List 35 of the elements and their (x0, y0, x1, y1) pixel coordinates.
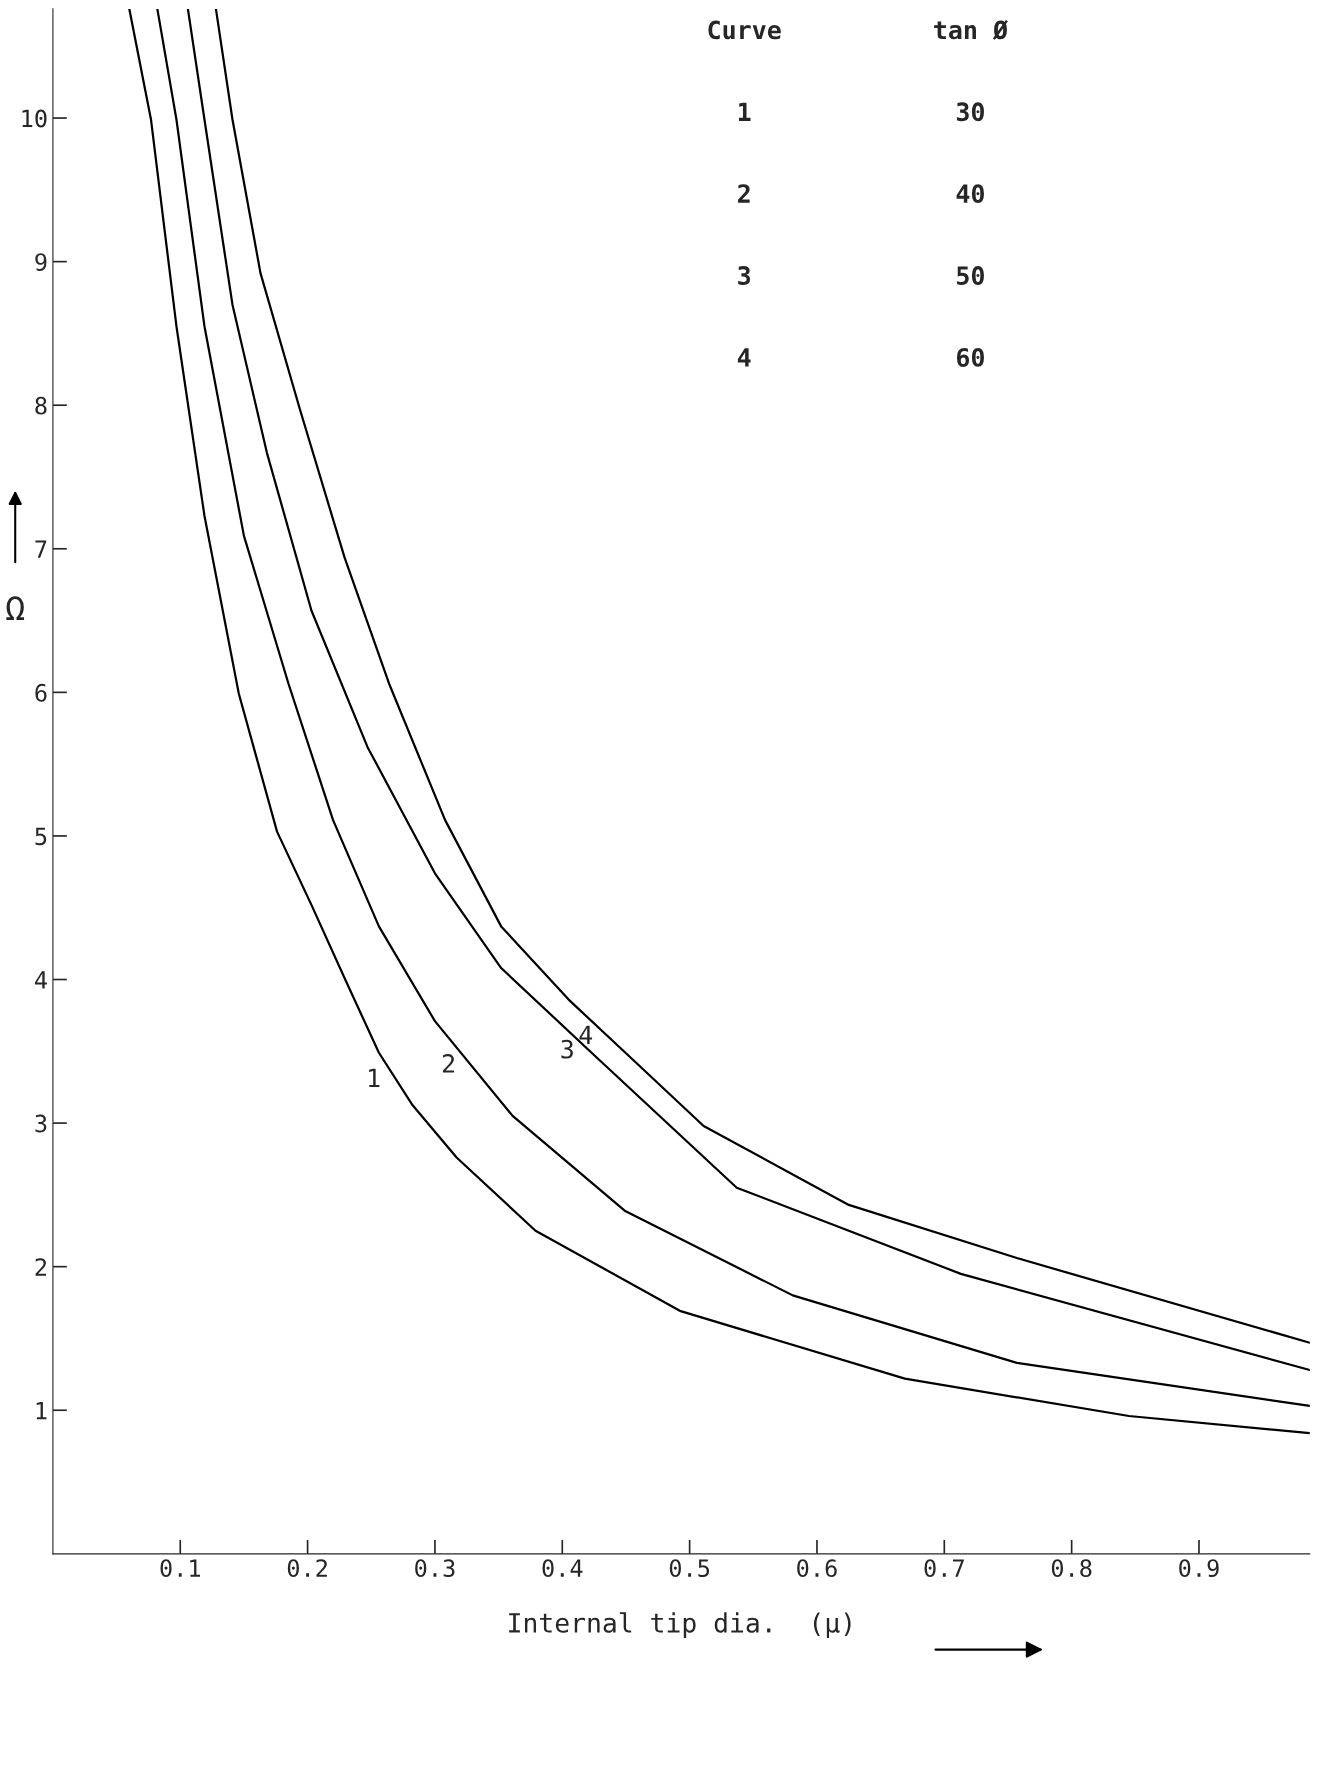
annotation: 4 (737, 348, 751, 367)
y-tick-label: 3 (35, 1114, 47, 1133)
series-label: 1 (369, 1068, 380, 1087)
y-tick-label: 5 (35, 827, 47, 846)
y-tick-label: 9 (35, 253, 47, 271)
annotation: 1 (738, 102, 751, 121)
x-tick-label: 0.9 (1179, 1559, 1219, 1578)
y-tick-label: 6 (35, 683, 47, 702)
x-tick-label: 0.3 (415, 1559, 455, 1578)
x-tick-label: 0.5 (669, 1559, 710, 1578)
x-tick-label: 0.1 (160, 1559, 200, 1578)
x-axis-title: Internal tip dia. (μ) (509, 1612, 851, 1638)
annotation: 3 (738, 266, 751, 285)
annotation: 30 (956, 102, 984, 122)
y-tick-label: 10 (22, 109, 47, 128)
annotation: 60 (956, 347, 984, 367)
x-tick-label: 0.6 (797, 1559, 837, 1578)
y-tick-label: 4 (35, 971, 47, 989)
x-tick-label: 0.2 (287, 1559, 327, 1578)
y-tick-label: 2 (35, 1258, 47, 1276)
annotation: 50 (957, 266, 984, 285)
annotation: 40 (956, 184, 984, 204)
y-axis-title: Ω (6, 596, 25, 620)
series-label: 4 (579, 1025, 593, 1044)
series-label: 3 (561, 1039, 573, 1059)
x-tick-label: 0.8 (1051, 1559, 1092, 1578)
y-tick-label: 7 (35, 540, 47, 558)
y-tick-label: 1 (36, 1402, 47, 1420)
x-tick-label: 0.7 (924, 1559, 964, 1578)
x-tick-label: 0.4 (542, 1559, 583, 1578)
series-label: 2 (442, 1054, 455, 1073)
annotation: 2 (738, 184, 750, 203)
annotation: tan Ø (934, 19, 1008, 40)
annotation: Curve (708, 20, 781, 40)
y-tick-label: 8 (35, 396, 47, 415)
